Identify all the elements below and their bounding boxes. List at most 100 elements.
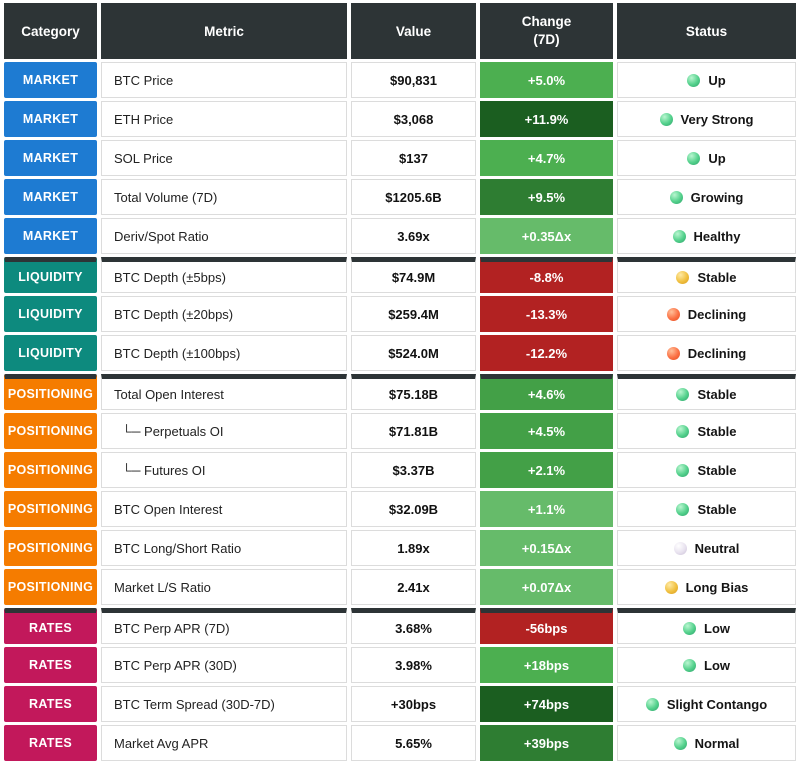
category-badge: MARKET	[4, 218, 97, 254]
header-category: Category	[4, 3, 97, 59]
change-cell: -56bps	[480, 608, 613, 644]
category-badge: POSITIONING	[4, 374, 97, 410]
category-badge: MARKET	[4, 101, 97, 137]
change-cell: +18bps	[480, 647, 613, 683]
metric-value: 5.65%	[351, 725, 476, 761]
status-dot-icon	[676, 463, 690, 477]
header-change: Change (7D)	[480, 3, 613, 59]
metric-label: BTC Depth (±20bps)	[101, 296, 347, 332]
metric-value: $3,068	[351, 101, 476, 137]
change-cell: +0.07Δx	[480, 569, 613, 605]
status-label: Up	[708, 72, 726, 88]
status-dot-icon	[687, 73, 701, 87]
category-badge: RATES	[4, 647, 97, 683]
status-dot-icon	[676, 270, 690, 284]
category-badge: LIQUIDITY	[4, 257, 97, 293]
change-cell: +39bps	[480, 725, 613, 761]
table-row: RATES BTC Perp APR (7D) 3.68% -56bps Low	[4, 608, 796, 644]
metric-value: $71.81B	[351, 413, 476, 449]
status-cell: Slight Contango	[617, 686, 796, 722]
status-dot-icon	[683, 621, 696, 635]
table-row: RATES BTC Term Spread (30D-7D) +30bps +74bp…	[4, 686, 796, 722]
metric-label: └─ Perpetuals OI	[101, 413, 347, 449]
metric-label: Deriv/Spot Ratio	[101, 218, 347, 254]
status-cell: Up	[617, 62, 796, 98]
status-label: Declining	[687, 306, 747, 322]
status-label: Up	[708, 150, 726, 166]
metric-label: Total Volume (7D)	[101, 179, 347, 215]
metric-value: 3.69x	[351, 218, 476, 254]
category-badge: RATES	[4, 686, 97, 722]
metric-value: $524.0M	[351, 335, 476, 371]
header-status: Status	[617, 3, 796, 59]
status-dot-icon	[672, 229, 686, 243]
status-dot-icon	[669, 190, 683, 204]
change-cell: +4.7%	[480, 140, 613, 176]
table-row: MARKET BTC Price $90,831 +5.0% Up	[4, 62, 796, 98]
status-label: Very Strong	[680, 111, 754, 127]
status-label: Low	[704, 657, 730, 673]
table-row: POSITIONING BTC Open Interest $32.09B +1.1%…	[4, 491, 796, 527]
category-badge: MARKET	[4, 179, 97, 215]
status-dot-icon	[676, 424, 690, 438]
metric-value: $259.4M	[351, 296, 476, 332]
category-badge: POSITIONING	[4, 569, 97, 605]
status-label: Stable	[697, 462, 737, 478]
status-label: Low	[704, 620, 730, 636]
metric-label: BTC Open Interest	[101, 491, 347, 527]
metric-label: BTC Perp APR (7D)	[101, 608, 347, 644]
change-cell: +0.15Δx	[480, 530, 613, 566]
metric-label: BTC Depth (±5bps)	[101, 257, 347, 293]
metric-label: └─ Futures OI	[101, 452, 347, 488]
metric-label: SOL Price	[101, 140, 347, 176]
header-change-line1: Change	[521, 13, 572, 29]
status-cell: Very Strong	[617, 101, 796, 137]
metric-label: BTC Depth (±100bps)	[101, 335, 347, 371]
change-cell: -12.2%	[480, 335, 613, 371]
metric-value: $75.18B	[351, 374, 476, 410]
status-label: Stable	[697, 501, 737, 517]
change-cell: +11.9%	[480, 101, 613, 137]
status-dot-icon	[666, 346, 680, 360]
metric-value: $74.9M	[351, 257, 476, 293]
status-cell: Growing	[617, 179, 796, 215]
change-cell: +0.35Δx	[480, 218, 613, 254]
category-badge: POSITIONING	[4, 452, 97, 488]
change-cell: +5.0%	[480, 62, 613, 98]
category-badge: RATES	[4, 725, 97, 761]
status-label: Normal	[694, 735, 740, 751]
table-row: RATES BTC Perp APR (30D) 3.98% +18bps Low	[4, 647, 796, 683]
status-cell: Neutral	[617, 530, 796, 566]
metric-label: BTC Perp APR (30D)	[101, 647, 347, 683]
metric-value: $1205.6B	[351, 179, 476, 215]
status-cell: Stable	[617, 257, 796, 293]
metric-value: $32.09B	[351, 491, 476, 527]
category-badge: MARKET	[4, 62, 97, 98]
metric-label: ETH Price	[101, 101, 347, 137]
metric-value: $90,831	[351, 62, 476, 98]
change-cell: -8.8%	[480, 257, 613, 293]
metric-label: Total Open Interest	[101, 374, 347, 410]
status-dot-icon	[676, 502, 690, 516]
category-badge: LIQUIDITY	[4, 335, 97, 371]
metric-label: BTC Term Spread (30D-7D)	[101, 686, 347, 722]
status-label: Stable	[697, 269, 737, 285]
change-cell: +74bps	[480, 686, 613, 722]
status-cell: Stable	[617, 413, 796, 449]
status-label: Long Bias	[685, 579, 749, 595]
status-label: Growing	[690, 189, 744, 205]
metric-value: $137	[351, 140, 476, 176]
change-cell: +1.1%	[480, 491, 613, 527]
table-row: MARKET Total Volume (7D) $1205.6B +9.5% Grow…	[4, 179, 796, 215]
status-cell: Declining	[617, 335, 796, 371]
status-label: Slight Contango	[666, 696, 768, 712]
change-cell: -13.3%	[480, 296, 613, 332]
status-label: Neutral	[694, 540, 740, 556]
table-row: LIQUIDITY BTC Depth (±20bps) $259.4M -13.3%…	[4, 296, 796, 332]
metric-value: 3.98%	[351, 647, 476, 683]
metric-value: 1.89x	[351, 530, 476, 566]
metric-label: Market Avg APR	[101, 725, 347, 761]
category-badge: MARKET	[4, 140, 97, 176]
status-cell: Healthy	[617, 218, 796, 254]
